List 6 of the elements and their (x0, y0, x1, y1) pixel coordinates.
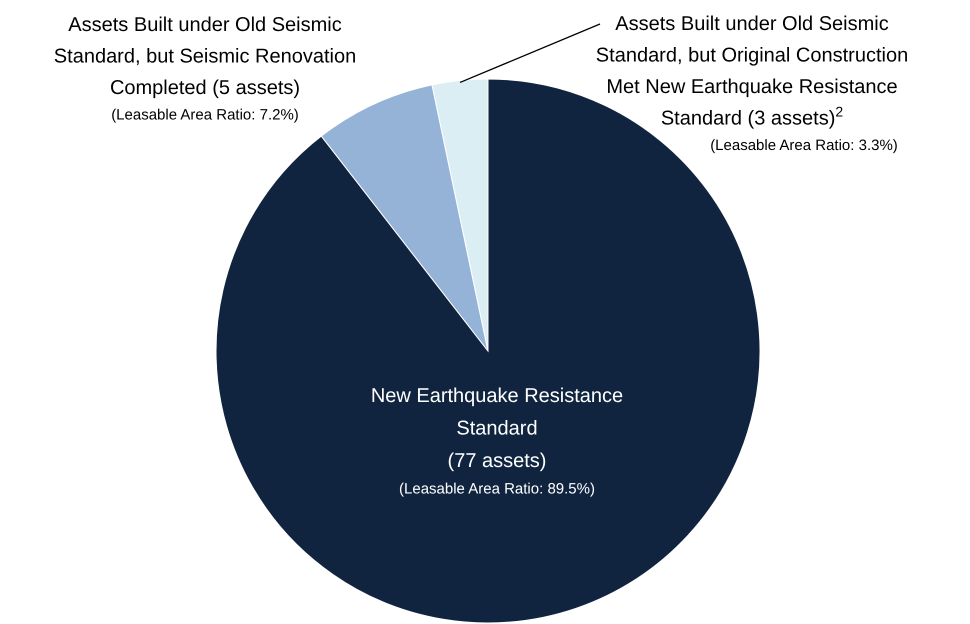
slice-label: New Earthquake Resistance Standard (77 assets) (370, 385, 624, 472)
data-label: (Leasable Area Ratio: 7.2%) (111, 106, 299, 124)
slice-label: Assets Built under Old Seismic Standard, but Original Construction Met New Earthquake Resistance Standard (3 assets)$^{2}$ (596, 13, 908, 130)
data-label: (Leasable Area Ratio: 3.3%) (710, 137, 898, 154)
slice-label: Assets Built under Old Seismic Standard, but Seismic Renovation Completed (5 assets) (54, 14, 356, 99)
data-label: (Leasable Area Ratio: 89.5%) (399, 480, 595, 498)
